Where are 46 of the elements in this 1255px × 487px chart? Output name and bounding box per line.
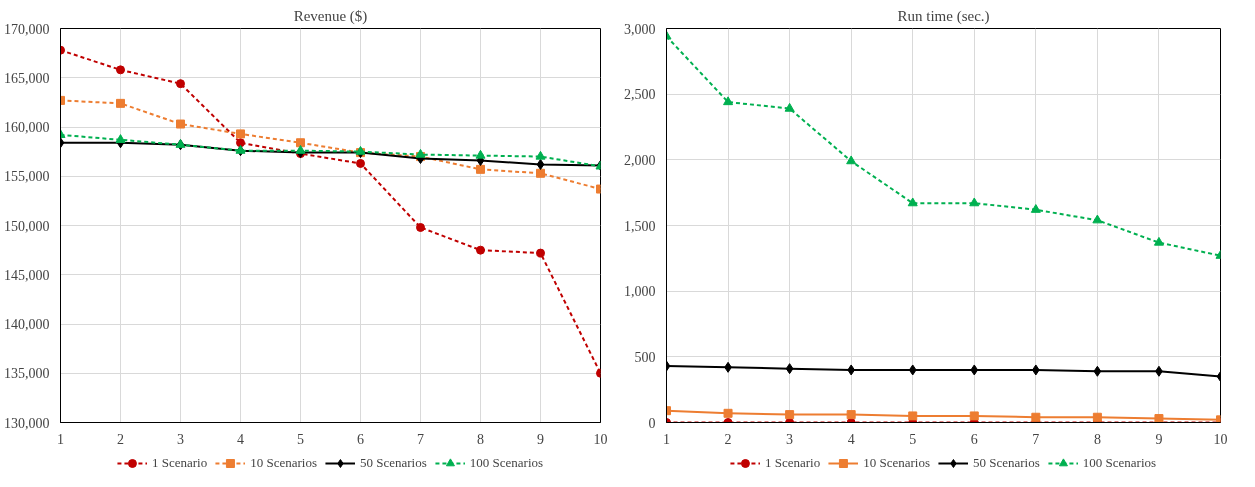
legend-label: 50 Scenarios	[359, 455, 427, 471]
y-tick-label: 2,500	[624, 87, 656, 103]
legend-label: 1 Scenario	[151, 455, 208, 471]
x-tick-label: 9	[537, 431, 544, 447]
y-tick-label: 165,000	[4, 70, 50, 86]
chart-title: Run time (sec.)	[897, 7, 990, 25]
y-tick-label: 145,000	[4, 267, 50, 283]
chart-title: Revenue ($)	[293, 7, 368, 25]
legend-label: 50 Scenarios	[972, 455, 1040, 471]
legend-label: 100 Scenarios	[469, 455, 544, 471]
y-tick-label: 160,000	[4, 120, 50, 135]
y-tick-label: 0	[648, 415, 656, 431]
x-tick-label: 8	[1093, 431, 1101, 447]
x-tick-label: 7	[417, 431, 424, 447]
x-tick-label: 10	[1213, 431, 1228, 447]
x-tick-label: 9	[1155, 431, 1163, 447]
legend-label: 10 Scenarios	[863, 455, 930, 471]
y-tick-label: 135,000	[4, 366, 50, 382]
y-tick-label: 130,000	[4, 415, 50, 431]
x-tick-label: 6	[970, 431, 978, 447]
y-tick-label: 3,000	[624, 21, 656, 37]
x-tick-label: 3	[177, 431, 184, 447]
x-tick-label: 4	[847, 431, 855, 447]
y-tick-label: 1,500	[624, 218, 656, 234]
y-tick-label: 500	[634, 349, 656, 365]
x-tick-label: 2	[724, 431, 732, 447]
x-tick-label: 5	[909, 431, 917, 447]
x-tick-label: 1	[663, 431, 670, 447]
y-tick-label: 155,000	[4, 169, 50, 185]
legend-label: 100 Scenarios	[1082, 455, 1157, 471]
y-tick-label: 1,000	[624, 284, 656, 300]
x-tick-label: 3	[786, 431, 794, 447]
x-tick-label: 2	[117, 431, 124, 447]
x-tick-label: 1	[57, 431, 64, 447]
y-tick-label: 170,000	[4, 21, 50, 37]
legend-label: 10 Scenarios	[250, 455, 317, 471]
x-tick-label: 8	[477, 431, 484, 447]
x-tick-label: 6	[357, 431, 364, 447]
x-tick-label: 10	[593, 431, 608, 447]
x-tick-label: 4	[237, 431, 244, 447]
x-tick-label: 5	[297, 431, 304, 447]
y-tick-label: 2,000	[624, 152, 656, 168]
y-tick-label: 150,000	[4, 218, 50, 234]
legend-label: 1 Scenario	[764, 455, 821, 471]
y-tick-label: 140,000	[4, 317, 50, 332]
x-tick-label: 7	[1032, 431, 1040, 447]
